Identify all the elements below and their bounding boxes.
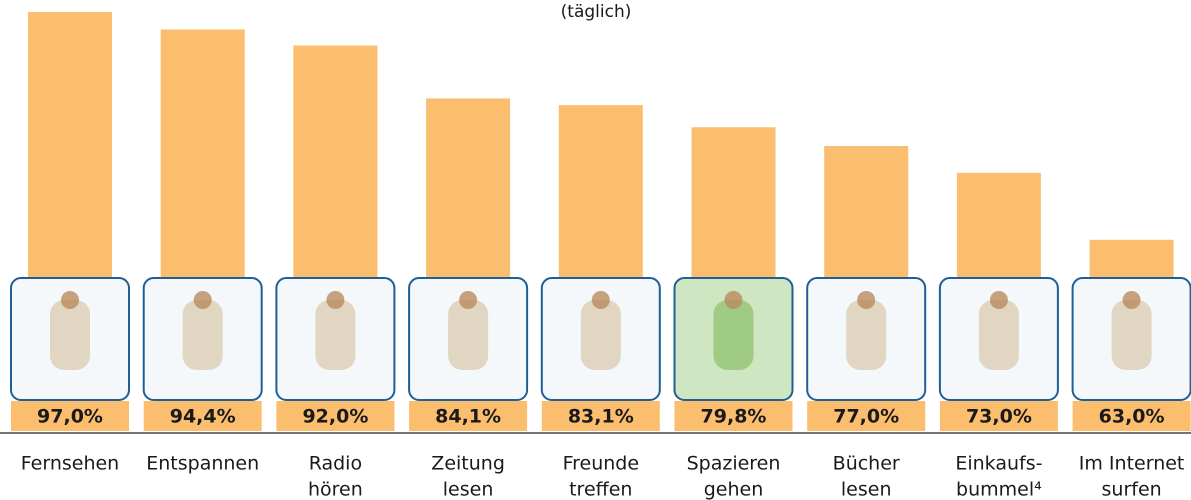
x-tick-label: Bücher <box>833 453 900 475</box>
x-tick-label: lesen <box>841 479 892 500</box>
icon-head <box>459 291 477 309</box>
x-tick-label: Freunde <box>563 453 639 475</box>
icon-head <box>725 291 743 309</box>
x-tick-label: treffen <box>569 479 632 500</box>
icon-figure <box>979 300 1019 370</box>
x-tick-label: Spazieren <box>687 453 781 475</box>
icon-figure <box>581 300 621 370</box>
icon-figure <box>846 300 886 370</box>
x-tick-label: Fernsehen <box>21 453 119 475</box>
x-tick-label: lesen <box>443 479 494 500</box>
value-label: 73,0% <box>966 406 1032 428</box>
icon-figure <box>448 300 488 370</box>
chart: (täglich) 97,0% Fernsehen 94,4% Entspannen 9… <box>0 0 1191 500</box>
icon-figure <box>50 300 90 370</box>
value-label: 79,8% <box>701 406 767 428</box>
icon-head <box>194 291 212 309</box>
icon-head <box>326 291 344 309</box>
icon-head <box>592 291 610 309</box>
value-label: 97,0% <box>37 406 103 428</box>
x-tick-label: Einkaufs- <box>955 453 1042 475</box>
icon-figure <box>315 300 355 370</box>
icon-figure <box>714 300 754 370</box>
x-tick-label: surfen <box>1102 479 1162 500</box>
value-label: 84,1% <box>435 406 501 428</box>
icon-head <box>1123 291 1141 309</box>
page: (täglich) 97,0% Fernsehen 94,4% Entspannen 9… <box>0 0 1191 500</box>
x-tick-label: Im Internet <box>1079 453 1185 475</box>
icon-head <box>61 291 79 309</box>
x-tick-label: Entspannen <box>146 453 259 475</box>
x-tick-label: Radio <box>309 453 362 475</box>
value-label: 83,1% <box>568 406 634 428</box>
value-label: 92,0% <box>302 406 368 428</box>
icon-figure <box>183 300 223 370</box>
x-tick-label: hören <box>308 479 363 500</box>
chart-title: (täglich) <box>561 2 632 22</box>
value-label: 77,0% <box>833 406 899 428</box>
icon-head <box>990 291 1008 309</box>
icon-head <box>857 291 875 309</box>
icon-figure <box>1112 300 1152 370</box>
value-label: 94,4% <box>170 406 236 428</box>
x-tick-label: bummel⁴ <box>956 479 1042 500</box>
x-tick-label: gehen <box>704 479 764 500</box>
value-label: 63,0% <box>1099 406 1165 428</box>
x-tick-label: Zeitung <box>431 453 505 475</box>
